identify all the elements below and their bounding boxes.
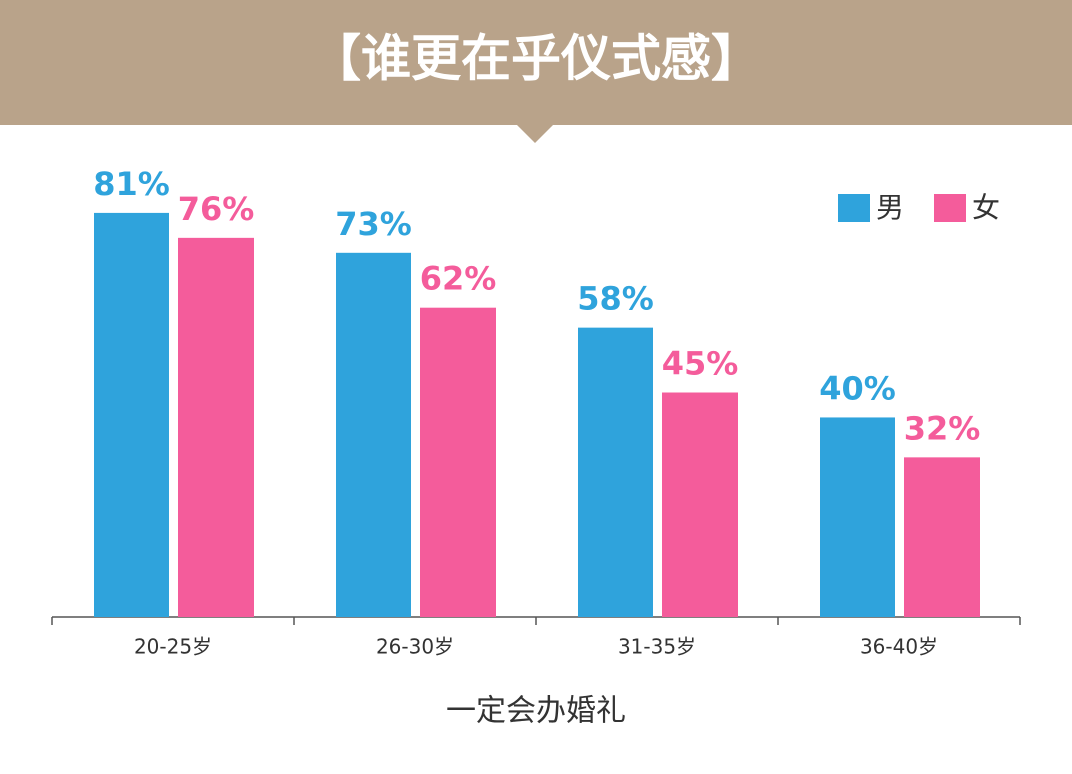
value-label: 81%: [93, 165, 170, 203]
legend-label: 女: [972, 191, 1000, 224]
value-label: 62%: [420, 260, 497, 298]
chart-title: 【谁更在乎仪式感】: [311, 30, 761, 88]
value-label: 73%: [335, 205, 412, 243]
bar: [178, 237, 254, 617]
x-tick-label: 20-25岁: [134, 635, 212, 659]
value-label: 45%: [662, 345, 739, 383]
value-label: 58%: [577, 280, 654, 318]
x-tick-label: 31-35岁: [618, 635, 696, 659]
bar: [420, 307, 496, 617]
x-axis-title: 一定会办婚礼: [446, 694, 626, 729]
bar: [94, 212, 169, 617]
legend-swatch: [934, 194, 966, 222]
x-tick-label: 36-40岁: [860, 635, 938, 659]
value-label: 76%: [178, 190, 255, 228]
bar: [662, 392, 738, 617]
value-label: 32%: [904, 409, 981, 447]
bar: [820, 417, 895, 617]
header-band: [0, 0, 1072, 143]
legend-label: 男: [876, 191, 904, 224]
bar: [336, 252, 411, 618]
value-label: 40%: [819, 369, 896, 407]
bar: [578, 327, 653, 617]
x-tick-label: 26-30岁: [376, 635, 454, 659]
bar: [904, 457, 980, 617]
legend-swatch: [838, 194, 870, 222]
